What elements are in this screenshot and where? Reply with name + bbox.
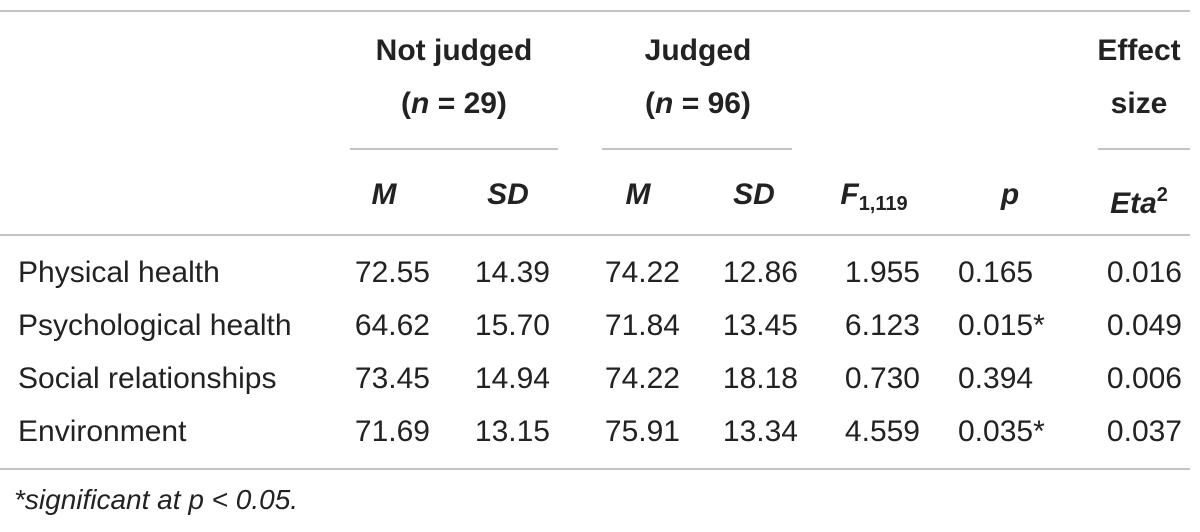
not-judged-n-value: = 29) — [429, 87, 507, 120]
cell-eta: 0.016 — [1106, 256, 1182, 289]
table-top-rule — [0, 10, 1190, 12]
cell-f: 0.730 — [844, 362, 920, 395]
cell-p: 0.015* — [958, 309, 1045, 342]
judged-n: (n = 96) — [598, 87, 798, 121]
cell-eta: 0.037 — [1106, 415, 1182, 448]
cell-p: 0.165 — [958, 256, 1034, 289]
cell-sd-not-judged: 14.39 — [474, 256, 550, 289]
row-label: Physical health — [18, 256, 220, 289]
cell-p: 0.394 — [958, 362, 1034, 395]
col-header-f-main: F — [840, 178, 859, 211]
col-header-eta: Eta2 — [1084, 178, 1194, 221]
cell-f: 1.955 — [844, 256, 920, 289]
not-judged-group-rule — [350, 148, 558, 150]
cell-m-not-judged: 72.55 — [354, 256, 430, 289]
table-footnote: *significant at p < 0.05. — [14, 484, 299, 515]
effect-size-title-line1: Effect — [1097, 34, 1181, 67]
table-bottom-rule — [0, 468, 1190, 470]
cell-m-not-judged: 64.62 — [354, 309, 430, 342]
not-judged-n: (n = 29) — [354, 87, 554, 121]
cell-m-not-judged: 73.45 — [354, 362, 430, 395]
judged-n-open: ( — [645, 87, 656, 120]
cell-m-judged: 75.91 — [604, 415, 680, 448]
col-header-m-not-judged: M — [371, 178, 397, 211]
header-bottom-rule — [0, 234, 1190, 236]
cell-f: 4.559 — [844, 415, 920, 448]
cell-sd-not-judged: 15.70 — [474, 309, 550, 342]
cell-m-judged: 74.22 — [604, 256, 680, 289]
cell-f: 6.123 — [844, 309, 920, 342]
cell-sd-judged: 13.34 — [722, 415, 798, 448]
cell-sd-not-judged: 13.15 — [474, 415, 550, 448]
row-label: Social relationships — [18, 362, 277, 395]
cell-sd-judged: 13.45 — [722, 309, 798, 342]
col-header-p: p — [1000, 178, 1020, 211]
cell-eta: 0.049 — [1106, 309, 1182, 342]
effect-size-title-line2: size — [1110, 87, 1168, 120]
not-judged-title: Not judged — [375, 34, 533, 67]
cell-sd-not-judged: 14.94 — [474, 362, 550, 395]
cell-sd-judged: 12.86 — [722, 256, 798, 289]
cell-m-judged: 74.22 — [604, 362, 680, 395]
cell-m-judged: 71.84 — [604, 309, 680, 342]
col-header-f-sub: 1,119 — [858, 193, 908, 215]
cell-m-not-judged: 71.69 — [354, 415, 430, 448]
col-header-sd-not-judged: SD — [487, 178, 529, 211]
col-header-m-judged: M — [625, 178, 651, 211]
cell-eta: 0.006 — [1106, 362, 1182, 395]
cell-sd-judged: 18.18 — [722, 362, 798, 395]
not-judged-n-var: n — [411, 87, 430, 120]
row-label: Environment — [18, 415, 187, 448]
judged-n-value: = 96) — [673, 87, 751, 120]
col-header-f: F1,119 — [814, 178, 934, 221]
judged-n-var: n — [655, 87, 674, 120]
judged-group-rule — [602, 148, 792, 150]
col-header-eta-sup: 2 — [1156, 184, 1168, 206]
col-header-sd-judged: SD — [733, 178, 775, 211]
judged-title: Judged — [644, 34, 752, 67]
col-header-eta-main: Eta — [1110, 187, 1157, 220]
cell-p: 0.035* — [958, 415, 1045, 448]
effect-size-group-rule — [1098, 148, 1190, 150]
not-judged-n-open: ( — [401, 87, 412, 120]
row-label: Psychological health — [18, 309, 292, 342]
